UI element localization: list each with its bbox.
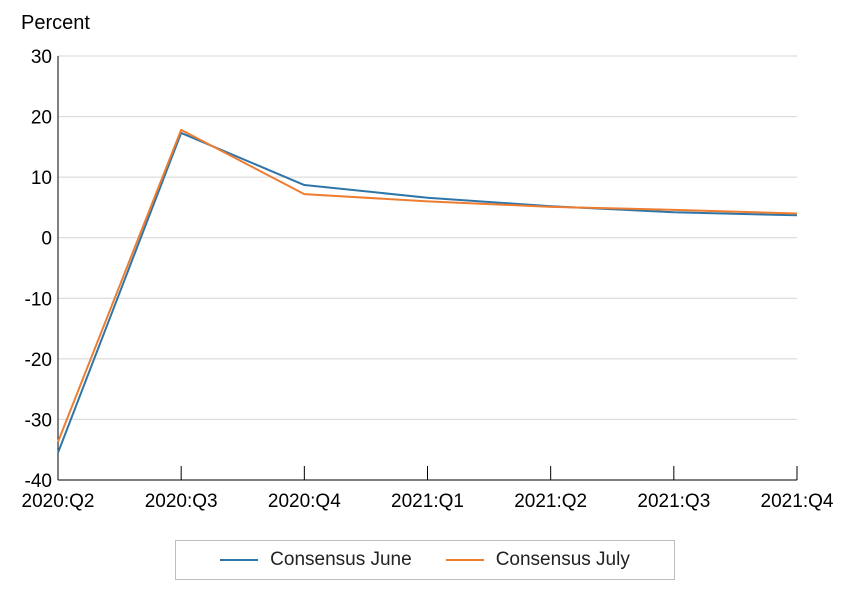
legend-label-june: Consensus June [270, 549, 412, 570]
x-tick-label: 2020:Q3 [145, 491, 218, 512]
x-tick-label: 2020:Q2 [22, 491, 95, 512]
legend-item-june: Consensus June [220, 549, 412, 571]
y-tick-label: 10 [31, 168, 52, 189]
y-tick-label: 0 [41, 229, 52, 250]
x-tick-label: 2021:Q4 [761, 491, 834, 512]
y-tick-label: -10 [25, 289, 52, 310]
legend-swatch-june [220, 559, 259, 561]
y-tick-label: -30 [25, 410, 52, 431]
series-lines [57, 128, 798, 454]
x-tick-label: 2021:Q1 [391, 491, 464, 512]
y-tick-label: 30 [31, 47, 52, 68]
x-tick-label: 2020:Q4 [268, 491, 341, 512]
gridlines [58, 55, 797, 420]
y-axis-label: Percent [21, 12, 90, 34]
y-tick-labels: 30 20 10 0 -10 -20 -30 -40 [25, 47, 52, 492]
y-tick-label: -40 [25, 471, 52, 492]
y-tick-label: 20 [31, 108, 52, 129]
legend-label-july: Consensus July [495, 549, 630, 570]
y-tick-label: -20 [25, 350, 52, 371]
legend: Consensus June Consensus July [175, 540, 675, 580]
legend-item-july: Consensus July [445, 549, 630, 571]
x-tick-label: 2021:Q3 [637, 491, 710, 512]
x-axis: 2020:Q2 2020:Q3 2020:Q4 2021:Q1 2021:Q2 2021:… [22, 56, 834, 512]
x-tick-label: 2021:Q2 [514, 491, 587, 512]
series-line-1 [57, 128, 798, 443]
legend-swatch-july [445, 559, 484, 561]
series-line-0 [57, 131, 798, 454]
